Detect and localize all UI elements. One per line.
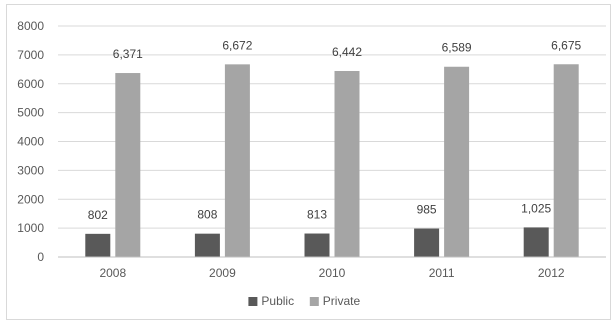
legend-label-public: Public bbox=[261, 294, 294, 308]
y-tick-label: 8000 bbox=[17, 19, 44, 33]
bar-private-2012 bbox=[553, 64, 579, 258]
data-label-private-2008: 6,371 bbox=[113, 47, 143, 61]
y-axis-tick-labels: 0 1000 2000 3000 4000 5000 6000 7000 8000 bbox=[17, 19, 44, 264]
y-tick-label: 7000 bbox=[17, 48, 44, 62]
gridlines bbox=[58, 25, 606, 229]
legend-item-private: Private bbox=[309, 294, 361, 308]
x-axis: 2008 2009 2010 2011 2012 bbox=[58, 256, 606, 280]
bar-private-2008 bbox=[115, 73, 141, 257]
data-label-private-2012: 6,675 bbox=[551, 38, 581, 52]
x-tick-label: 2009 bbox=[209, 266, 236, 280]
bar-public-2008 bbox=[85, 233, 111, 257]
y-tick-label: 6000 bbox=[17, 77, 44, 91]
data-label-public-2011: 985 bbox=[417, 203, 437, 217]
x-tick-label: 2012 bbox=[538, 266, 565, 280]
bar-private-2010 bbox=[334, 70, 360, 258]
bar-public-2010 bbox=[304, 233, 330, 257]
data-label-private-2010: 6,442 bbox=[332, 45, 362, 59]
data-labels: 802 6,371 808 6,672 813 6,442 985 6,589 1,025 6,6… bbox=[88, 38, 582, 222]
data-label-private-2011: 6,589 bbox=[442, 41, 472, 55]
bar-public-2009 bbox=[194, 233, 220, 257]
data-label-private-2009: 6,672 bbox=[222, 38, 252, 52]
bar-private-2011 bbox=[444, 66, 470, 258]
legend-label-private: Private bbox=[323, 294, 361, 308]
x-tick-label: 2008 bbox=[99, 266, 126, 280]
y-tick-label: 3000 bbox=[17, 163, 44, 177]
y-tick-label: 1000 bbox=[17, 221, 44, 235]
y-tick-label: 4000 bbox=[17, 135, 44, 149]
y-tick-label: 5000 bbox=[17, 106, 44, 120]
data-label-public-2009: 808 bbox=[197, 208, 217, 222]
chart-frame bbox=[6, 4, 611, 320]
data-label-public-2010: 813 bbox=[307, 208, 327, 222]
bars bbox=[85, 64, 579, 258]
data-label-public-2008: 802 bbox=[88, 208, 108, 222]
y-tick-label: 2000 bbox=[17, 192, 44, 206]
bar-public-2011 bbox=[414, 228, 440, 257]
legend: Public Private bbox=[248, 294, 360, 308]
bar-public-2012 bbox=[523, 227, 549, 257]
x-tick-label: 2011 bbox=[429, 266, 455, 280]
x-tick-label: 2010 bbox=[319, 266, 346, 280]
y-tick-label: 0 bbox=[37, 250, 44, 264]
legend-item-public: Public bbox=[248, 294, 294, 308]
bar-private-2009 bbox=[224, 64, 250, 257]
legend-swatch-public bbox=[248, 297, 258, 306]
legend-swatch-private bbox=[309, 297, 319, 306]
data-label-public-2012: 1,025 bbox=[521, 201, 551, 215]
